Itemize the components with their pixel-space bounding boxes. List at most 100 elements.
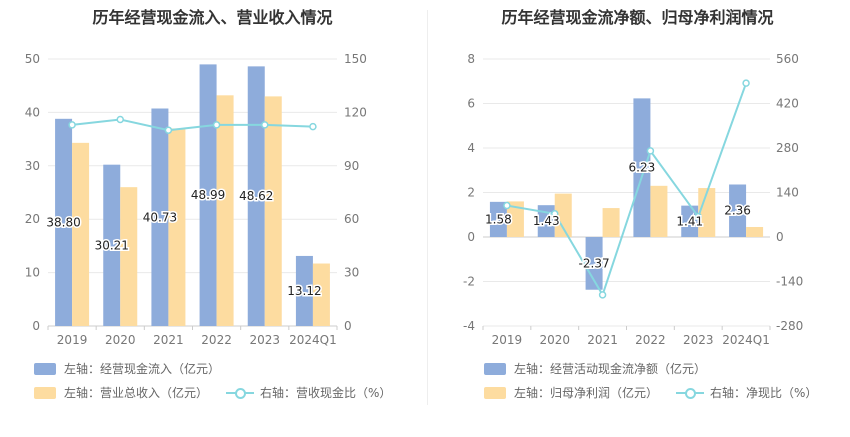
bar-series-blue <box>633 98 651 237</box>
bar-series-blue <box>151 108 169 326</box>
data-label: 13.12 <box>287 284 321 298</box>
right-chart-title: 历年经营现金流净额、归母净利润情况 <box>501 8 774 27</box>
right-axis-tick-label: 90 <box>344 159 359 173</box>
line-point <box>261 121 269 129</box>
legend-item-net-cashflow[interactable]: 左轴：经营活动现金流净额（亿元） <box>484 360 706 377</box>
right-axis-tick-label: 420 <box>776 97 799 111</box>
bar-series-blue <box>55 118 73 326</box>
line-point <box>646 147 655 155</box>
x-axis-tick-label: 2023 <box>249 333 280 347</box>
legend-label: 左轴：经营现金流入（亿元） <box>64 362 221 376</box>
legend-swatch-yellow <box>34 386 56 399</box>
x-axis-tick-label: 2024Q1 <box>722 333 770 347</box>
left-chart-title: 历年经营现金流入、营业收入情况 <box>92 8 333 27</box>
line-series-ratio <box>71 118 313 132</box>
right-axis-tick-label: 120 <box>344 105 367 119</box>
left-axis-tick-label: -4 <box>463 319 475 333</box>
legend-item-cash-inflow[interactable]: 左轴：经营现金流入（亿元） <box>34 360 220 377</box>
bar-series-yellow <box>312 263 330 326</box>
right-axis-tick-label: -280 <box>776 319 803 333</box>
legend-item-net-profit[interactable]: 左轴：归母净利润（亿元） <box>484 384 658 401</box>
x-axis-tick-label: 2024Q1 <box>289 333 337 347</box>
right-axis-tick-label: 140 <box>776 186 799 200</box>
right-axis-tick-label: 560 <box>776 52 799 66</box>
left-axis-tick-label: 0 <box>32 319 40 333</box>
left-axis-tick-label: -2 <box>463 275 475 289</box>
bar-series-yellow <box>168 128 186 326</box>
data-label: -2.37 <box>579 256 610 270</box>
legend-swatch-blue <box>34 362 56 375</box>
left-axis-tick-label: 50 <box>25 52 40 66</box>
x-axis-tick-label: 2022 <box>635 333 666 347</box>
legend-line-marker <box>226 386 255 400</box>
right-axis-tick-label: 0 <box>344 319 352 333</box>
left-axis-tick-label: 40 <box>25 105 40 119</box>
x-axis-tick-label: 2021 <box>587 333 618 347</box>
left-chart-plot: 0 10 20 30 40 50 0 30 60 90 120 150 2019 2020 2021 2022… <box>25 52 367 347</box>
bar-series-yellow <box>264 96 282 326</box>
x-axis-tick-label: 2019 <box>57 333 88 347</box>
bar-series-blue <box>103 164 121 326</box>
left-legend-row-2: 左轴：营业总收入（亿元） 右轴：营收现金比（%） <box>34 384 409 401</box>
legend-label: 右轴：净现比（%） <box>710 386 818 400</box>
x-axis-tick-label: 2023 <box>683 333 714 347</box>
legend-item-revenue[interactable]: 左轴：营业总收入（亿元） <box>34 384 208 401</box>
bar-series-yellow <box>554 193 572 237</box>
x-axis-tick-label: 2020 <box>539 333 570 347</box>
legend-label: 左轴：经营活动现金流净额（亿元） <box>514 362 707 376</box>
bar-series-yellow <box>650 185 668 237</box>
panel-divider <box>427 10 428 405</box>
legend-label: 左轴：归母净利润（亿元） <box>514 386 659 400</box>
legend-item-net-cash-ratio[interactable]: 右轴：净现比（%） <box>676 384 817 401</box>
data-label: 2.36 <box>724 204 751 218</box>
bar-series-yellow <box>746 226 764 237</box>
right-legend-row-1: 左轴：经营活动现金流净额（亿元） <box>484 360 724 377</box>
left-axis-tick-label: 30 <box>25 159 40 173</box>
data-label: 30.21 <box>95 238 129 252</box>
bar-series-blue <box>199 64 217 326</box>
bar-series-yellow <box>698 188 716 237</box>
right-axis-tick-label: -140 <box>776 275 803 289</box>
right-axis-tick-label: 280 <box>776 141 799 155</box>
line-point <box>164 126 173 134</box>
bar-series-blue <box>295 255 313 326</box>
bar-series-blue <box>729 184 747 237</box>
bar-series-blue <box>247 66 265 326</box>
left-axis-tick-label: 0 <box>467 230 475 244</box>
bar-series-yellow <box>120 187 138 326</box>
data-label: 1.58 <box>485 212 512 226</box>
x-axis-tick-label: 2020 <box>105 333 136 347</box>
left-axis-tick-label: 2 <box>467 186 475 200</box>
right-legend-row-2: 左轴：归母净利润（亿元） 右轴：净现比（%） <box>484 384 835 401</box>
legend-label: 右轴：营收现金比（%） <box>260 386 392 400</box>
line-point <box>309 122 317 131</box>
right-axis-tick-label: 0 <box>776 230 784 244</box>
legend-swatch-blue <box>484 362 506 375</box>
left-axis-tick-label: 10 <box>25 266 40 280</box>
line-point <box>68 121 76 129</box>
left-axis-tick-label: 8 <box>467 52 475 66</box>
x-axis-tick-label: 2022 <box>201 333 232 347</box>
bar-series-yellow <box>506 201 524 237</box>
data-label: 48.99 <box>191 188 225 202</box>
line-point <box>598 291 607 299</box>
x-axis-tick-label: 2019 <box>492 333 523 347</box>
bar-series-yellow <box>602 208 620 237</box>
line-point <box>212 121 221 129</box>
bar-series-yellow <box>72 142 90 326</box>
line-point <box>116 115 124 124</box>
bar-series-blue <box>585 237 603 290</box>
left-axis-tick-label: 4 <box>467 141 475 155</box>
right-axis-tick-label: 150 <box>344 52 367 66</box>
line-series-ratio <box>506 82 748 298</box>
line-point <box>503 201 511 210</box>
left-axis-tick-label: 20 <box>25 212 40 226</box>
data-label: 1.43 <box>533 214 560 228</box>
line-point <box>551 210 559 218</box>
bar-series-yellow <box>216 95 234 326</box>
legend-item-cash-ratio[interactable]: 右轴：营收现金比（%） <box>226 384 391 401</box>
legend-label: 左轴：营业总收入（亿元） <box>64 386 209 400</box>
data-label: 38.80 <box>46 215 80 229</box>
